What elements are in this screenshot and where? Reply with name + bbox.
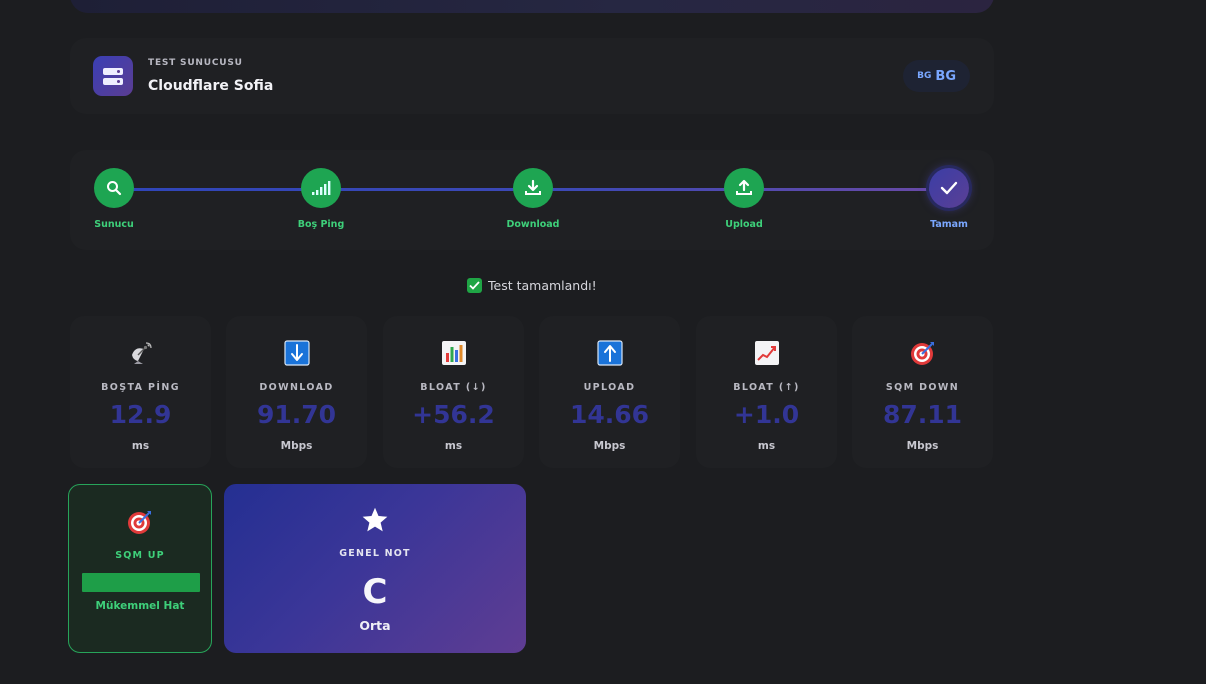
country-code: BG	[935, 68, 956, 84]
server-label: TEST SUNUCUSU	[148, 58, 243, 68]
sqm-up-bar	[82, 573, 200, 592]
metric-unit: ms	[444, 440, 463, 452]
step-label: Boş Ping	[297, 219, 345, 230]
country-flag-code: BG	[917, 71, 932, 81]
step-bos-ping: Boş Ping	[281, 168, 361, 230]
progress-stepper: Sunucu Boş Ping Download Upload Tamam	[70, 150, 994, 250]
step-label: Upload	[725, 219, 763, 230]
step-tamam: Tamam	[909, 168, 989, 230]
metric-value: +1.0	[733, 400, 800, 429]
search-icon	[94, 168, 134, 208]
status-message: Test tamamlandı!	[467, 278, 597, 293]
sqm-up-card: SQM UP Mükemmel Hat	[68, 484, 212, 653]
metric-unit: Mbps	[593, 440, 626, 452]
step-download: Download	[493, 168, 573, 230]
signal-icon	[301, 168, 341, 208]
metric-unit: ms	[131, 440, 150, 452]
metric-unit: ms	[757, 440, 776, 452]
upload-icon	[724, 168, 764, 208]
step-label: Tamam	[930, 219, 968, 230]
step-upload: Upload	[704, 168, 784, 230]
target-icon	[69, 509, 211, 535]
sqm-up-rating: Mükemmel Hat	[95, 600, 185, 612]
metric-label: DOWNLOAD	[259, 382, 334, 393]
overall-grade-card: GENEL NOT C Orta	[224, 484, 526, 653]
metric-unit: Mbps	[906, 440, 939, 452]
metric-label: SQM DOWN	[885, 382, 960, 393]
target-icon	[852, 340, 993, 366]
metric-value: 87.11	[882, 400, 963, 429]
metric-value: 91.70	[256, 400, 337, 429]
metric-label: BOŞTA PİNG	[101, 382, 180, 393]
step-label: Download	[506, 219, 560, 230]
server-icon	[93, 56, 133, 96]
server-card: TEST SUNUCUSU Cloudflare Sofia BG BG	[70, 38, 994, 114]
metric-card: UPLOAD 14.66 Mbps	[539, 316, 680, 468]
status-text: Test tamamlandı!	[488, 278, 597, 293]
metric-value: +56.2	[412, 400, 495, 429]
country-badge[interactable]: BG BG	[903, 60, 970, 92]
bar-chart-icon	[383, 340, 524, 366]
metric-card: BLOAT (↓) +56.2 ms	[383, 316, 524, 468]
grade-label: GENEL NOT	[339, 548, 411, 559]
satellite-dish-icon	[70, 340, 211, 366]
top-banner	[70, 0, 994, 13]
step-label: Sunucu	[94, 219, 134, 230]
download-icon	[513, 168, 553, 208]
metric-card: BOŞTA PİNG 12.9 ms	[70, 316, 211, 468]
step-sunucu: Sunucu	[74, 168, 154, 230]
check-box-icon	[467, 278, 482, 293]
metric-value: 14.66	[569, 400, 650, 429]
metric-label: UPLOAD	[583, 382, 636, 393]
up-arrow-icon	[539, 340, 680, 366]
metric-label: BLOAT (↓)	[420, 382, 487, 393]
metric-unit: Mbps	[280, 440, 313, 452]
metric-card: BLOAT (↑) +1.0 ms	[696, 316, 837, 468]
server-name: Cloudflare Sofia	[148, 78, 274, 94]
grade-text: Orta	[359, 618, 391, 633]
grade-letter: C	[362, 572, 388, 612]
metric-label: BLOAT (↑)	[733, 382, 800, 393]
metric-card: DOWNLOAD 91.70 Mbps	[226, 316, 367, 468]
metric-card: SQM DOWN 87.11 Mbps	[852, 316, 993, 468]
metric-value: 12.9	[109, 400, 172, 429]
check-icon	[929, 168, 969, 208]
star-icon	[224, 506, 526, 534]
trend-chart-icon	[696, 340, 837, 366]
down-arrow-icon	[226, 340, 367, 366]
sqm-up-label: SQM UP	[115, 550, 165, 561]
